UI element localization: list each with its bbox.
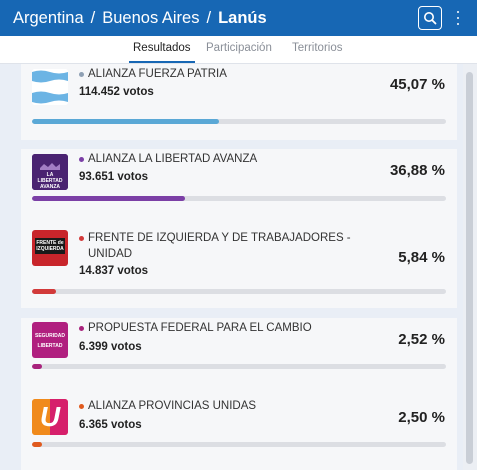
logo-text: LA LIBERTAD AVANZA bbox=[37, 172, 63, 190]
result-card[interactable]: U ALIANZA PROVINCIAS UNIDAS 6.365 votos … bbox=[21, 385, 457, 470]
progress-track bbox=[32, 364, 446, 369]
party-name: ALIANZA LA LIBERTAD AVANZA bbox=[79, 151, 257, 167]
search-button[interactable] bbox=[418, 6, 442, 30]
party-color-dot bbox=[79, 236, 84, 241]
party-color-dot bbox=[79, 157, 84, 162]
vote-percentage: 2,50 % bbox=[398, 409, 445, 426]
party-color-dot bbox=[79, 404, 84, 409]
vote-count: 6.365 votos bbox=[79, 419, 142, 431]
progress-fill bbox=[32, 364, 43, 369]
tab-bar: Resultados Participación Territorios bbox=[0, 36, 477, 64]
party-name: FRENTE DE IZQUIERDA Y DE TRABAJADORES - … bbox=[79, 230, 359, 262]
breadcrumb-separator: / bbox=[90, 8, 96, 27]
party-color-dot bbox=[79, 72, 84, 77]
progress-fill bbox=[32, 196, 185, 201]
scrollbar-thumb[interactable] bbox=[466, 72, 473, 464]
progress-fill bbox=[32, 442, 43, 447]
frente-de-izquierda-logo: FRENTE de IZQUIERDA bbox=[32, 230, 68, 266]
vote-percentage: 36,88 % bbox=[389, 162, 445, 179]
result-card[interactable]: SEGURIDAD LIBERTAD PROPUESTA FEDERAL PAR… bbox=[21, 318, 457, 390]
progress-track bbox=[32, 289, 446, 294]
progress-fill bbox=[32, 289, 57, 294]
vote-count: 14.837 votos bbox=[79, 265, 149, 277]
vote-percentage: 5,84 % bbox=[398, 249, 445, 266]
provincias-unidas-logo: U bbox=[32, 399, 68, 435]
progress-track bbox=[32, 196, 446, 201]
breadcrumb-district: Lanús bbox=[218, 8, 267, 27]
vote-percentage: 45,07 % bbox=[389, 76, 445, 93]
breadcrumb-separator: / bbox=[206, 8, 212, 27]
vote-count: 6.399 votos bbox=[79, 341, 142, 353]
vote-count: 93.651 votos bbox=[79, 171, 149, 183]
logo-text: U bbox=[39, 401, 61, 432]
more-vertical-icon[interactable] bbox=[455, 11, 461, 25]
progress-track bbox=[32, 119, 446, 124]
search-icon bbox=[424, 12, 437, 25]
progress-track bbox=[32, 442, 446, 447]
tab-resultados[interactable]: Resultados bbox=[133, 42, 191, 54]
seguridad-libertad-logo: SEGURIDAD LIBERTAD bbox=[32, 322, 68, 358]
result-card[interactable]: ALIANZA FUERZA PATRIA 114.452 votos 45,0… bbox=[21, 64, 457, 140]
party-name: ALIANZA FUERZA PATRIA bbox=[79, 66, 227, 82]
party-color-dot bbox=[79, 326, 84, 331]
logo-text: FRENTE de IZQUIERDA bbox=[36, 240, 64, 252]
results-list: ALIANZA FUERZA PATRIA 114.452 votos 45,0… bbox=[21, 64, 457, 470]
progress-fill bbox=[32, 119, 219, 124]
vote-count: 114.452 votos bbox=[79, 86, 154, 98]
logo-text: SEGURIDAD LIBERTAD bbox=[34, 333, 65, 349]
party-name: ALIANZA PROVINCIAS UNIDAS bbox=[79, 398, 256, 414]
argentina-flag-logo bbox=[32, 69, 68, 105]
vote-percentage: 2,52 % bbox=[398, 331, 445, 348]
tab-participacion[interactable]: Participación bbox=[206, 42, 272, 54]
breadcrumb-country[interactable]: Argentina bbox=[13, 8, 84, 27]
top-bar: Argentina / Buenos Aires / Lanús bbox=[0, 0, 477, 36]
result-card[interactable]: FRENTE de IZQUIERDA FRENTE DE IZQUIERDA … bbox=[21, 217, 457, 308]
party-name: PROPUESTA FEDERAL PARA EL CAMBIO bbox=[79, 320, 312, 336]
la-libertad-avanza-logo: LA LIBERTAD AVANZA bbox=[32, 154, 68, 190]
active-tab-indicator bbox=[129, 61, 195, 63]
breadcrumb-province[interactable]: Buenos Aires bbox=[102, 8, 200, 27]
result-card[interactable]: LA LIBERTAD AVANZA ALIANZA LA LIBERTAD A… bbox=[21, 149, 457, 221]
scrollbar-track[interactable] bbox=[463, 64, 477, 470]
tab-territorios[interactable]: Territorios bbox=[292, 42, 343, 54]
